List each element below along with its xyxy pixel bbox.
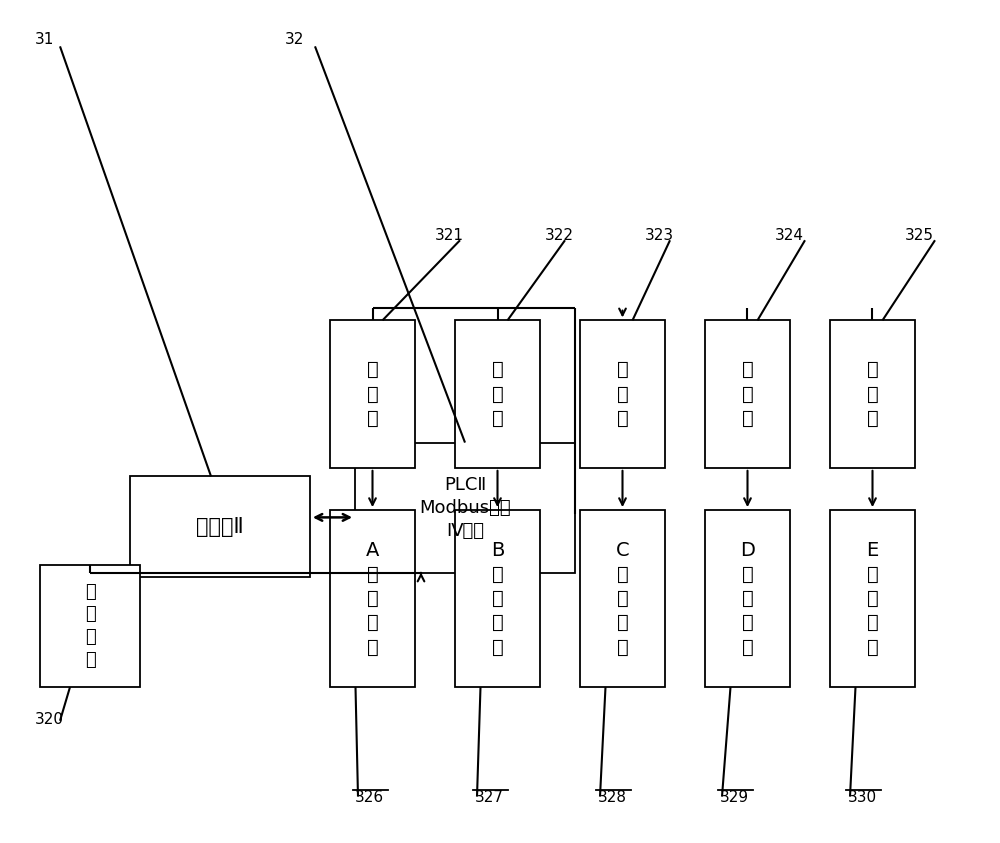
- Bar: [705, 510, 790, 687]
- Text: 329: 329: [720, 790, 749, 805]
- Text: 330: 330: [848, 790, 877, 805]
- Text: E
段
电
动
机: E 段 电 动 机: [866, 540, 879, 657]
- Text: 32: 32: [285, 32, 304, 47]
- Bar: [830, 510, 915, 687]
- Text: B
段
电
动
机: B 段 电 动 机: [491, 540, 504, 657]
- Text: 变
频
器: 变 频 器: [492, 360, 503, 428]
- Text: 变
频
器: 变 频 器: [617, 360, 628, 428]
- Text: C
段
电
动
机: C 段 电 动 机: [616, 540, 629, 657]
- Text: PLCⅡ
Modbus从站
Ⅳ号站: PLCⅡ Modbus从站 Ⅳ号站: [419, 476, 511, 540]
- Text: 324: 324: [775, 228, 804, 243]
- Bar: [580, 320, 665, 468]
- Bar: [580, 510, 665, 687]
- Text: 323: 323: [645, 228, 674, 243]
- Text: 触摸屏Ⅱ: 触摸屏Ⅱ: [196, 517, 244, 537]
- Text: 321: 321: [435, 228, 464, 243]
- Bar: [455, 320, 540, 468]
- Bar: [40, 565, 140, 687]
- Bar: [455, 510, 540, 687]
- Text: 327: 327: [475, 790, 504, 805]
- Bar: [130, 476, 310, 577]
- Text: 320: 320: [35, 712, 64, 728]
- Text: 热
继
电
器: 热 继 电 器: [85, 583, 95, 669]
- Text: 31: 31: [35, 32, 54, 47]
- Text: 322: 322: [545, 228, 574, 243]
- Text: 325: 325: [905, 228, 934, 243]
- Text: 变
频
器: 变 频 器: [867, 360, 878, 428]
- Bar: [705, 320, 790, 468]
- Bar: [330, 510, 415, 687]
- Bar: [830, 320, 915, 468]
- Text: A
段
电
动
机: A 段 电 动 机: [366, 540, 379, 657]
- Text: 变
频
器: 变 频 器: [742, 360, 753, 428]
- Text: 变
频
器: 变 频 器: [367, 360, 378, 428]
- Text: D
段
电
动
机: D 段 电 动 机: [740, 540, 755, 657]
- Text: 328: 328: [598, 790, 627, 805]
- Bar: [330, 320, 415, 468]
- Text: 326: 326: [355, 790, 384, 805]
- Bar: [355, 443, 575, 573]
